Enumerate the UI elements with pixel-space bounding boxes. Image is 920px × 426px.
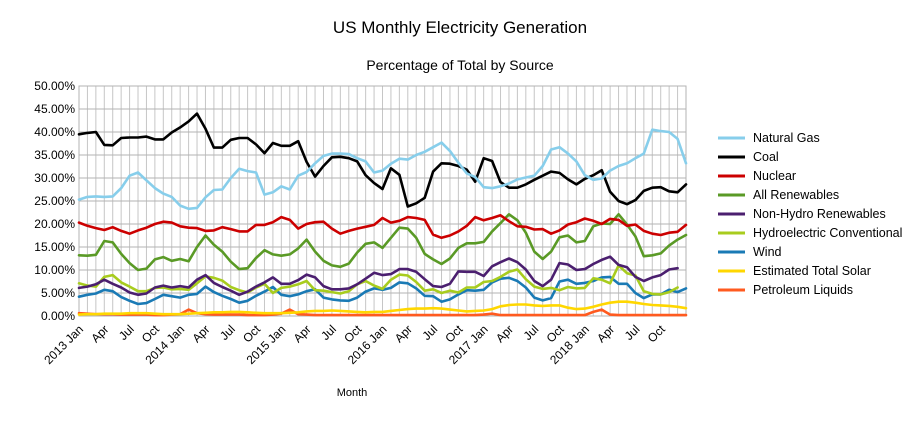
x-tick-label: Jul	[622, 322, 643, 343]
legend-entry-label: Petroleum Liquids	[753, 283, 853, 297]
x-tick-label: Jul	[521, 322, 542, 343]
legend-entry-label: Non-Hydro Renewables	[753, 207, 886, 221]
x-tick-label: Apr	[392, 322, 415, 345]
chart-title: US Monthly Electricity Generation	[333, 18, 587, 37]
y-axis-ticks: 0.00% 5.00% 10.00% 15.00% 20.00% 25.00% 30.00%…	[34, 79, 75, 323]
y-tick-label: 45.00%	[34, 102, 75, 116]
y-tick-label: 0.00%	[41, 309, 75, 323]
legend-entry-label: Hydroelectric Conventional	[753, 226, 902, 240]
x-axis-label: Month	[337, 387, 368, 399]
x-tick-label: Oct	[645, 322, 669, 346]
legend-entry-label: Coal	[753, 150, 779, 164]
y-tick-label: 15.00%	[34, 240, 75, 254]
x-tick-label: Jul	[419, 322, 440, 343]
x-tick-label: Apr	[291, 322, 314, 345]
y-tick-label: 40.00%	[34, 125, 75, 139]
x-tick-label: Jul	[217, 322, 238, 343]
series-line	[77, 213, 688, 272]
series-line	[77, 264, 679, 296]
x-tick-label: Jul	[116, 322, 137, 343]
y-tick-label: 35.00%	[34, 148, 75, 162]
x-tick-label: 2013 Jan	[41, 322, 86, 367]
series-lines	[77, 112, 688, 317]
x-tick-label: Apr	[189, 322, 212, 345]
y-tick-label: 25.00%	[34, 194, 75, 208]
x-tick-label: Apr	[594, 322, 617, 345]
y-tick-label: 20.00%	[34, 217, 75, 231]
series-line	[77, 112, 688, 208]
x-tick-label: Apr	[88, 322, 111, 345]
plot-grid	[78, 85, 687, 317]
legend-entry-label: Estimated Total Solar	[753, 264, 871, 278]
y-tick-label: 10.00%	[34, 263, 75, 277]
legend-entry-label: Nuclear	[753, 169, 796, 183]
series-line	[77, 214, 688, 240]
series-line	[77, 255, 679, 297]
x-tick-label: Apr	[493, 322, 516, 345]
series-line	[77, 128, 688, 211]
x-tick-label: Jul	[318, 322, 339, 343]
series-line	[77, 300, 688, 316]
y-tick-label: 5.00%	[41, 286, 75, 300]
y-tick-label: 30.00%	[34, 171, 75, 185]
y-tick-label: 50.00%	[34, 79, 75, 93]
chart-subtitle: Percentage of Total by Source	[366, 57, 554, 73]
legend-entry-label: Natural Gas	[753, 131, 820, 145]
legend-entry-label: Wind	[753, 245, 782, 259]
legend-entry-label: All Renewables	[753, 188, 839, 202]
legend: Natural Gas Coal Nuclear All Renewables Non-…	[718, 131, 902, 297]
